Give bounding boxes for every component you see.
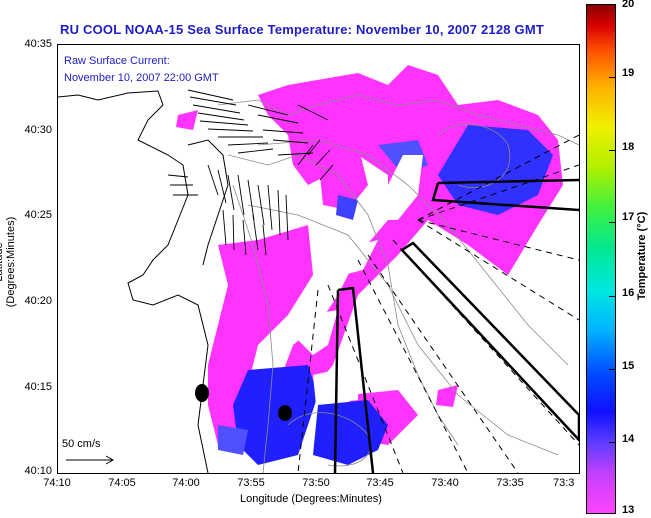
analysis-boxes bbox=[333, 178, 579, 473]
colorbar-tick: 17 bbox=[622, 211, 635, 223]
sst-map bbox=[58, 65, 579, 473]
coastline bbox=[58, 90, 229, 473]
colorbar-tick: 15 bbox=[622, 360, 635, 372]
map-panel[interactable]: Raw Surface Current: November 10, 2007 2… bbox=[57, 44, 580, 474]
xtick-label: 73:3 bbox=[553, 477, 575, 489]
xtick-label: 74:10 bbox=[43, 477, 71, 489]
colorbar-tick: 18 bbox=[622, 141, 635, 153]
ytick-label: 40:20 bbox=[24, 295, 52, 307]
current-label-line1: Raw Surface Current: bbox=[64, 55, 170, 67]
xtick-label: 73:55 bbox=[237, 477, 265, 489]
colorbar-tick-mark bbox=[609, 77, 615, 78]
xtick-label: 74:05 bbox=[108, 477, 136, 489]
scale-arrow-icon bbox=[66, 455, 115, 465]
colorbar-tick-mark bbox=[609, 442, 615, 443]
colorbar-tick: 14 bbox=[622, 433, 635, 445]
colorbar-tick: 16 bbox=[622, 287, 635, 299]
colorbar-tick-mark bbox=[609, 369, 615, 370]
colorbar-tick-mark bbox=[609, 222, 615, 223]
current-label-line2: November 10, 2007 22:00 GMT bbox=[64, 72, 219, 84]
colorbar-tick-mark bbox=[609, 150, 615, 151]
xtick-label: 74:00 bbox=[172, 477, 200, 489]
station-marker bbox=[195, 384, 209, 402]
surface-current-vectors bbox=[167, 89, 334, 256]
colorbar-tick: 13 bbox=[622, 504, 635, 516]
colorbar bbox=[586, 4, 616, 514]
bathymetry-contours bbox=[217, 94, 579, 473]
colorbar-tick: 19 bbox=[622, 67, 635, 79]
scale-label: 50 cm/s bbox=[62, 438, 101, 450]
xtick-label: 73:40 bbox=[431, 477, 459, 489]
current-label: Raw Surface Current: November 10, 2007 2… bbox=[64, 53, 219, 87]
x-axis-label: Longitude (Degrees:Minutes) bbox=[240, 493, 382, 505]
chart-title: RU COOL NOAA-15 Sea Surface Temperature:… bbox=[60, 22, 544, 37]
xtick-label: 73:35 bbox=[496, 477, 524, 489]
colorbar-label: Temperature (°C) bbox=[636, 211, 648, 301]
ytick-label: 40:25 bbox=[24, 209, 52, 221]
colorbar-tick: 20 bbox=[622, 0, 635, 10]
ytick-label: 40:35 bbox=[24, 38, 52, 50]
station-marker bbox=[278, 405, 292, 421]
xtick-label: 73:45 bbox=[366, 477, 394, 489]
colorbar-tick-mark bbox=[609, 296, 615, 297]
xtick-label: 73:50 bbox=[302, 477, 330, 489]
ytick-label: 40:10 bbox=[24, 465, 52, 477]
ytick-label: 40:15 bbox=[24, 381, 52, 393]
y-axis-label: Latitude (Degrees:Minutes) bbox=[0, 216, 17, 308]
ytick-label: 40:30 bbox=[24, 124, 52, 136]
